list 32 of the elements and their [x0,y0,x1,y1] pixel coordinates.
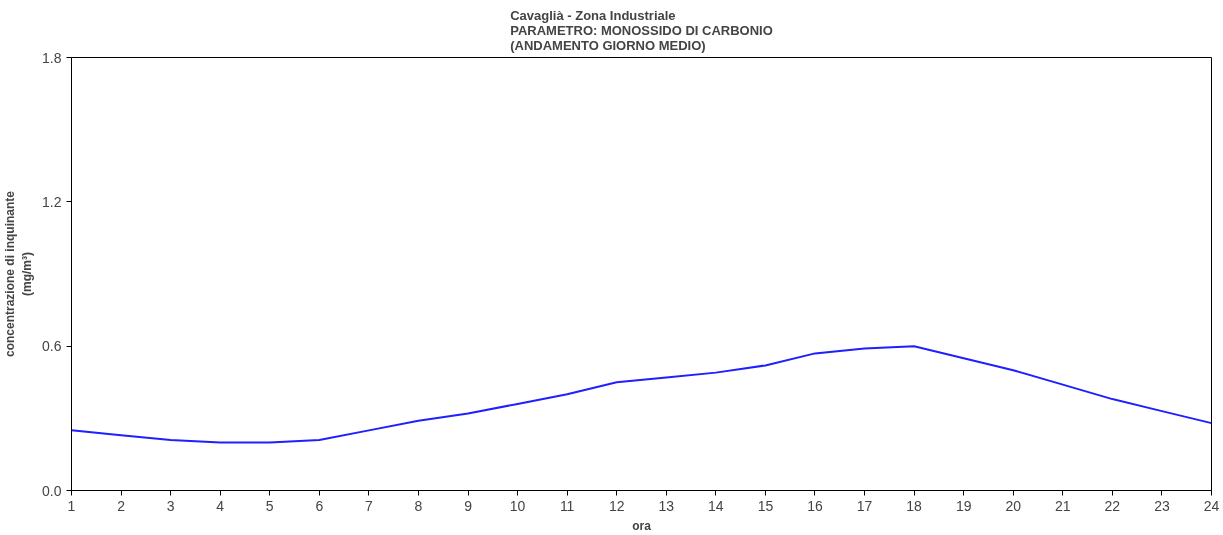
x-tick-label: 18 [906,497,923,514]
x-tick-label: 21 [1055,497,1071,514]
y-tick-label: 0.0 [42,482,62,499]
x-tick-label: 7 [365,497,373,514]
x-tick-label: 4 [216,497,225,514]
x-tick-label: 16 [807,497,823,514]
x-tick-label: 3 [166,497,175,514]
x-tick-label: 22 [1104,497,1121,514]
x-tick-label: 19 [955,497,972,514]
y-tick-label: 0.6 [42,338,62,355]
y-axis-title: concentrazione di inquinante (mg/m³) [3,190,35,358]
x-tick-label: 14 [708,497,724,514]
y-tick-label: 1.8 [42,49,62,66]
x-tick-label: 23 [1154,497,1170,514]
line-series [71,345,1212,444]
x-tick-label: 11 [559,497,575,514]
x-axis-title: ora [632,518,652,533]
x-tick-label: 10 [509,497,526,514]
x-tick-label: 12 [608,497,625,514]
x-tick-label: 20 [1005,497,1022,514]
x-tick-label: 9 [464,497,473,514]
x-tick-label: 5 [265,497,274,514]
x-tick-label: 17 [856,497,873,514]
x-tick-label: 24 [1203,497,1220,514]
x-tick-label: 2 [117,497,126,514]
x-tick-label: 15 [757,497,774,514]
x-tick-label: 1 [67,497,76,514]
x-tick-label: 6 [315,497,324,514]
chart-title: Cavaglià - Zona Industriale PARAMETRO: MONOSSIDO DI CARBONIO (ANDAMENTO GIORNO MEDIO) [510,7,773,53]
y-tick-label: 1.2 [42,193,62,210]
x-tick-label: 8 [414,497,423,514]
x-tick-label: 13 [658,497,675,514]
